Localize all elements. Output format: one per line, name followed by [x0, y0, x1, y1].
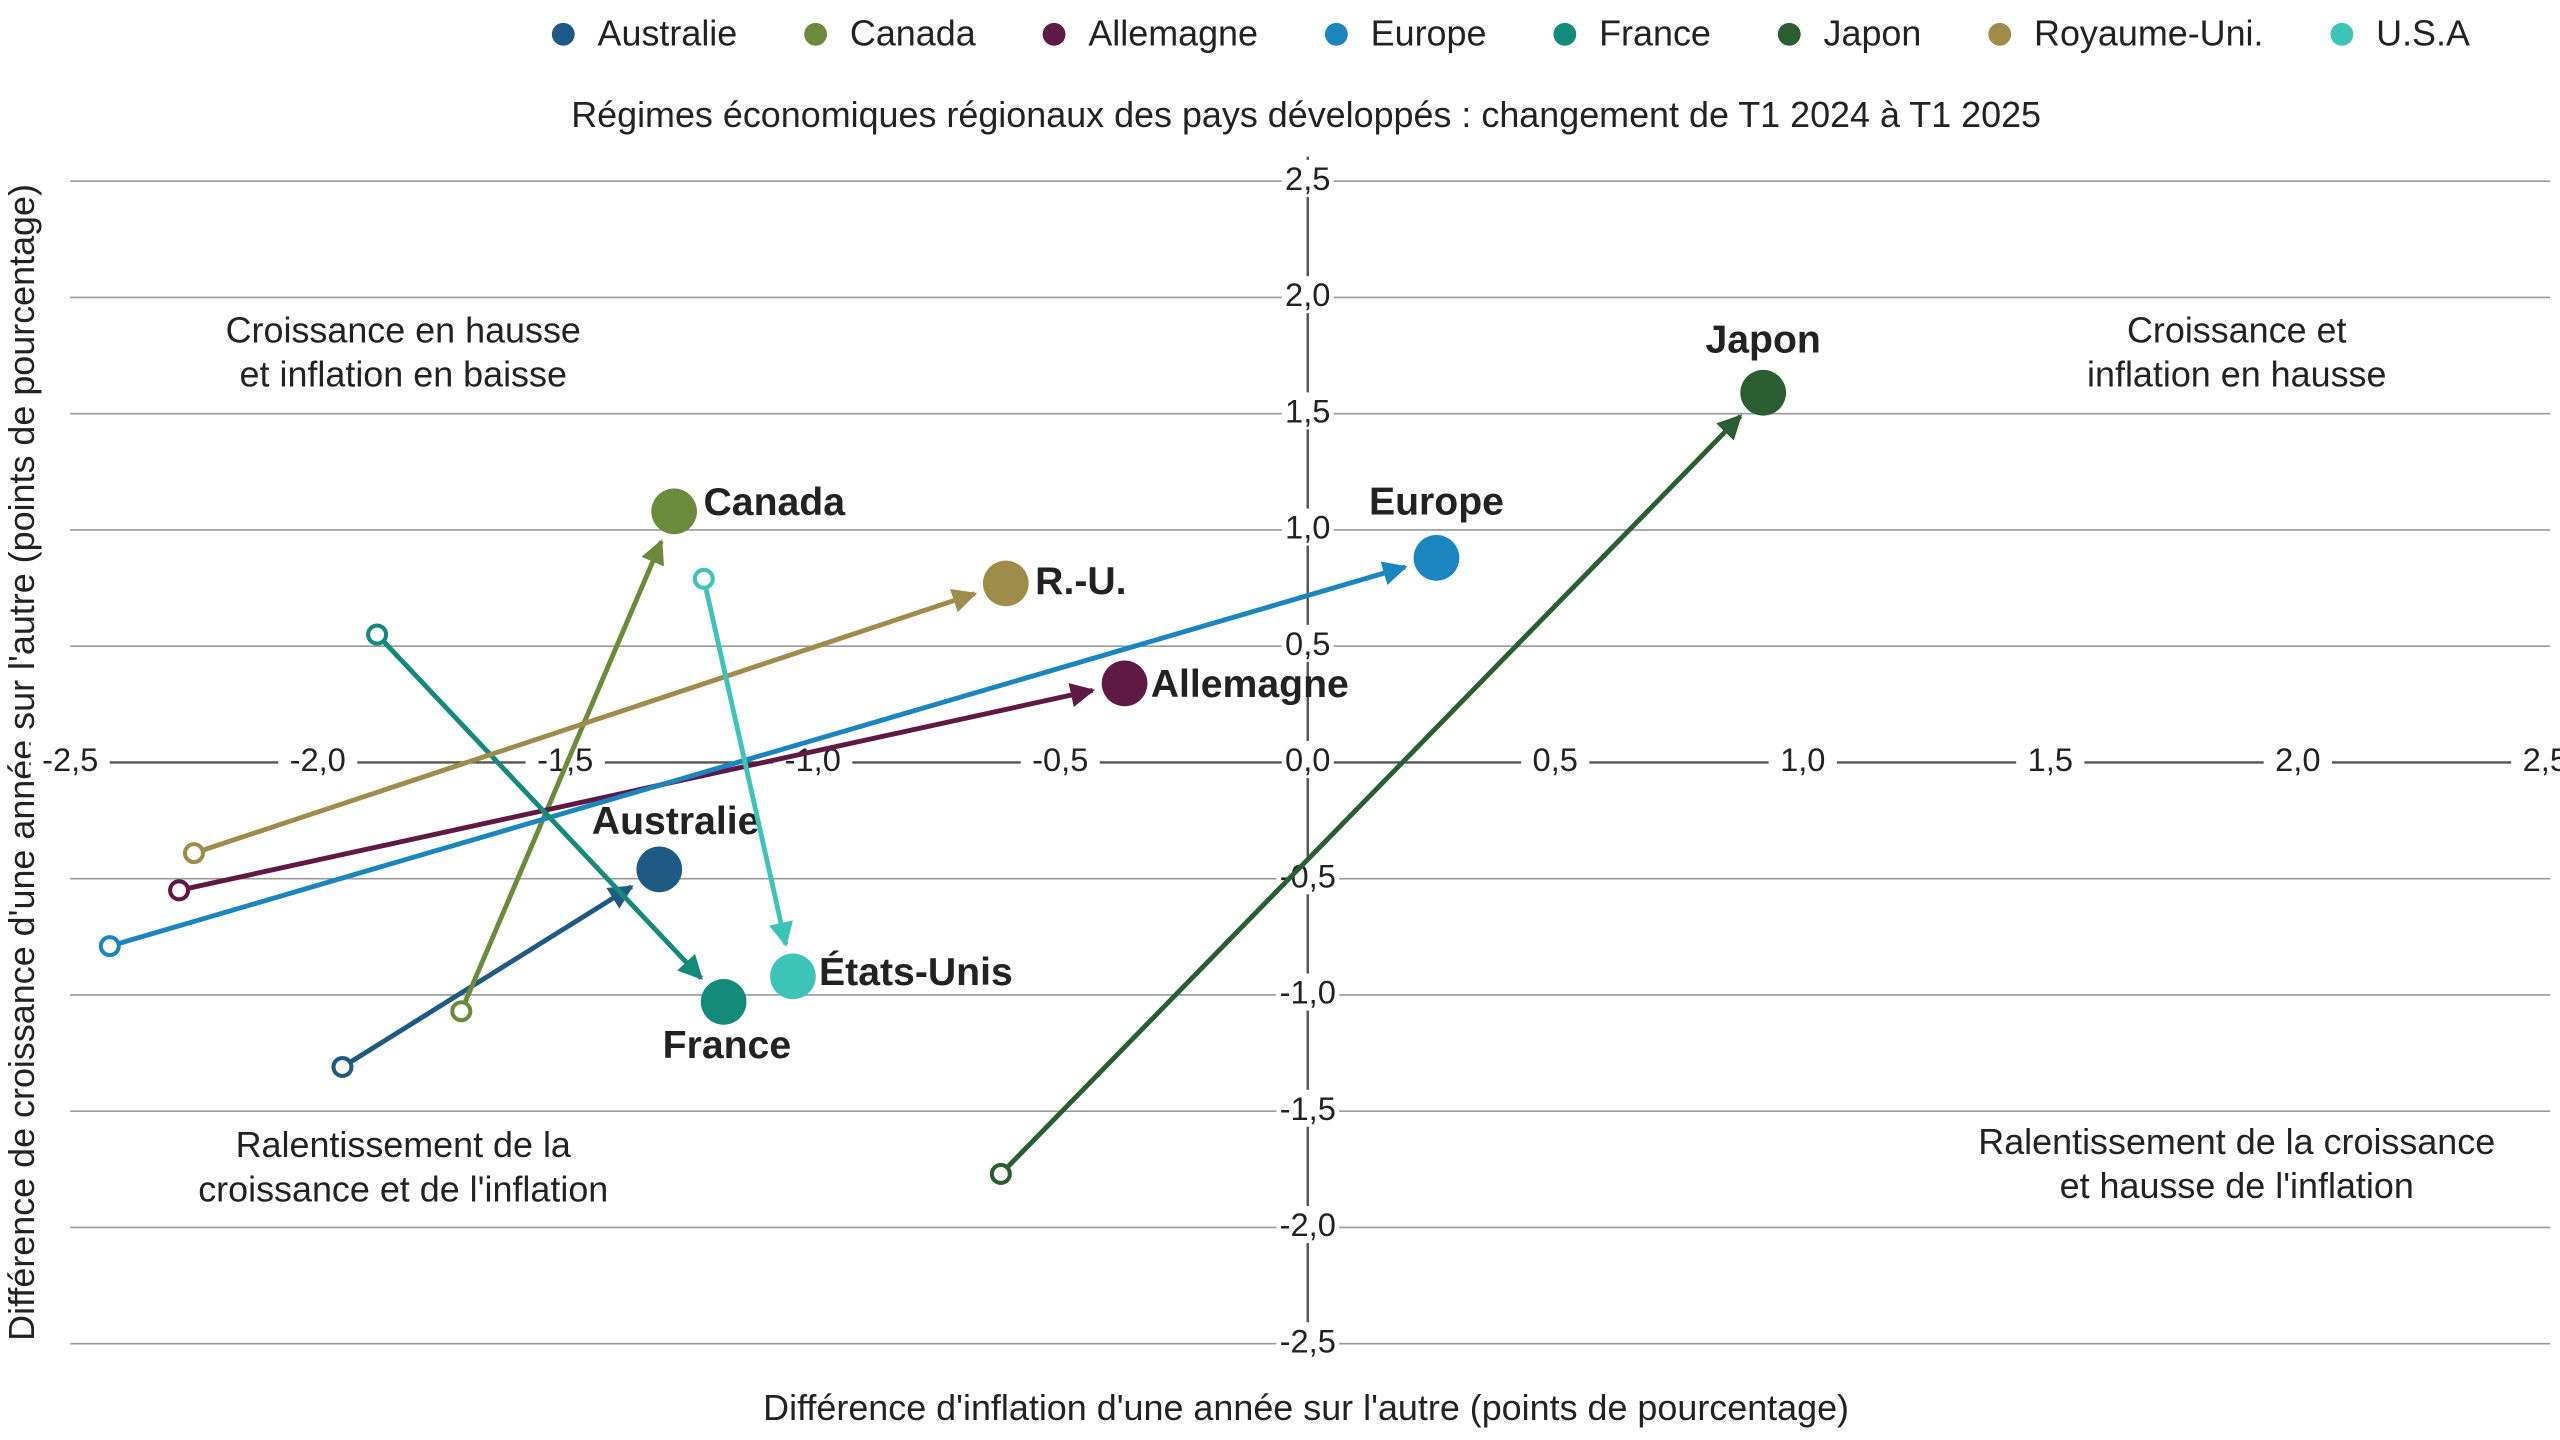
point-label: R.-U. [1035, 560, 1126, 603]
end-point [700, 979, 747, 1025]
point-label: États-Unis [819, 950, 1013, 994]
start-point [692, 567, 715, 590]
tick-label-bg [1276, 1322, 1340, 1360]
legend-marker [1553, 22, 1577, 46]
end-point [982, 560, 1029, 607]
quadrant-annotation: et hausse de l'inflation [2060, 1165, 2414, 1206]
legend-marker [1324, 22, 1348, 46]
legend-label: Royaume-Uni. [2034, 12, 2263, 53]
arrow [375, 632, 704, 980]
y-tick-label: 1,5 [1285, 392, 1330, 429]
x-tick-label: -0,5 [1032, 741, 1088, 778]
quadrant-annotation: Croissance et [2127, 310, 2347, 351]
x-tick-label: 1,5 [2028, 741, 2073, 778]
start-point [98, 935, 121, 958]
end-point [651, 488, 697, 535]
tick-label-bg [2263, 741, 2332, 779]
y-tick-label: 0,0 [1285, 741, 1330, 778]
legend-marker [2330, 22, 2354, 46]
point-label: Japon [1705, 319, 1820, 362]
point-label: Allemagne [1151, 663, 1349, 706]
point-label: Canada [704, 481, 847, 524]
tick-label-bg [2016, 741, 2085, 779]
x-tick-label: 0,5 [1533, 741, 1578, 778]
tick-label-bg [1281, 624, 1334, 662]
point-label: Europe [1369, 480, 1504, 523]
quadrant-annotation: croissance et de l'inflation [198, 1168, 608, 1209]
legend-label: France [1599, 12, 1711, 53]
legend-marker [804, 22, 828, 46]
x-tick-label: -2,5 [42, 741, 98, 778]
legend-marker [1777, 22, 1801, 46]
arrow [701, 578, 793, 947]
quadrant-annotation: Ralentissement de la croissance [1978, 1121, 2495, 1162]
y-tick-label: 2,0 [1285, 276, 1330, 313]
tick-label-bg [1768, 741, 1837, 779]
quadrant-annotation: Croissance en hausse [226, 310, 581, 351]
start-point [168, 879, 191, 902]
chart-title: Régimes économiques régionaux des pays d… [571, 94, 2041, 135]
end-point [1413, 535, 1460, 581]
y-tick-label: -1,0 [1280, 974, 1336, 1011]
arrow [109, 561, 1408, 949]
arrow [193, 589, 978, 856]
x-tick-label: 2,5 [2523, 741, 2560, 778]
start-point [366, 623, 389, 646]
legend-marker [551, 22, 575, 46]
x-axis-label: Différence d'inflation d'une année sur l… [763, 1387, 1849, 1428]
tick-label-bg [1521, 741, 1590, 779]
quadrant-annotation: Ralentissement de la [236, 1124, 571, 1165]
y-tick-label: -2,0 [1280, 1206, 1336, 1243]
y-tick-label: -1,5 [1280, 1090, 1336, 1127]
end-point [1740, 369, 1787, 416]
legend-label: Allemagne [1088, 12, 1258, 53]
tick-label-bg [30, 741, 110, 779]
tick-label-bg [1276, 857, 1340, 895]
end-point [1101, 660, 1148, 707]
arrow [999, 414, 1743, 1176]
legend-label: Japon [1824, 12, 1922, 53]
start-point [450, 1000, 473, 1023]
tick-label-bg [2511, 741, 2560, 779]
end-point [770, 953, 816, 1000]
tick-label-bg [1020, 741, 1100, 779]
tick-label-bg [1276, 1089, 1340, 1127]
x-tick-label: 2,0 [2275, 741, 2320, 778]
tick-label-bg [278, 741, 358, 779]
y-tick-label: 2,5 [1285, 160, 1330, 197]
legend-marker [1042, 22, 1066, 46]
legend-label: Europe [1371, 12, 1487, 53]
tick-label-bg [1281, 508, 1334, 546]
tick-label-bg [1276, 1206, 1340, 1244]
quadrant-annotation: inflation en hausse [2087, 354, 2386, 395]
tick-label-bg [1281, 741, 1334, 779]
tick-label-bg [1281, 392, 1334, 430]
arrow [459, 539, 664, 1013]
legend-label: Canada [850, 12, 976, 53]
point-label: Australie [592, 800, 760, 843]
y-tick-label: -2,5 [1280, 1322, 1336, 1359]
legend-marker [1988, 22, 2012, 46]
x-tick-label: -2,0 [290, 741, 346, 778]
end-point [636, 846, 683, 893]
start-point [989, 1162, 1012, 1185]
legend-label: Australie [598, 12, 738, 53]
tick-label-bg [1276, 973, 1340, 1011]
tick-label-bg [1281, 159, 1334, 197]
x-tick-label: 1,0 [1780, 741, 1825, 778]
start-point [331, 1055, 354, 1079]
y-tick-label: 1,0 [1285, 509, 1330, 546]
start-point [182, 842, 205, 865]
arrow [341, 884, 634, 1070]
quadrant-annotation: et inflation en baisse [240, 354, 567, 395]
y-tick-label: 0,5 [1285, 625, 1330, 662]
tick-label-bg [1281, 276, 1334, 314]
point-label: France [663, 1024, 791, 1067]
legend-label: U.S.A [2376, 12, 2470, 53]
